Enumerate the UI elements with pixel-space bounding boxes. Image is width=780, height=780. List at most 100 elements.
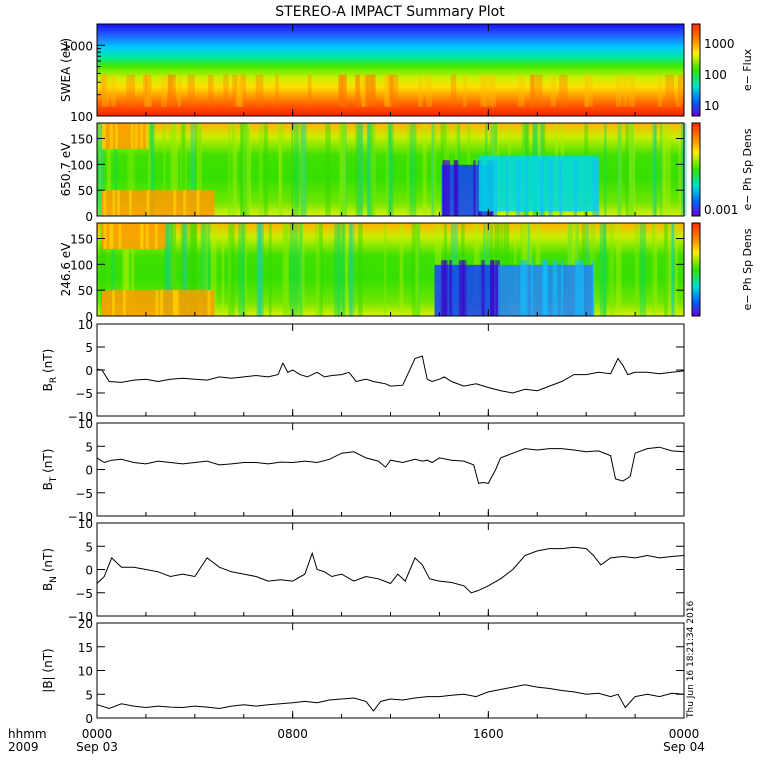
spectrogram-texture	[235, 74, 244, 107]
pad-stripe	[671, 223, 675, 316]
pad-hot-stripe	[109, 223, 113, 249]
spectrogram-texture	[338, 74, 347, 107]
y-tick-label: 0	[85, 464, 93, 478]
pad-stripe	[182, 223, 185, 316]
y-tick-label: 15	[78, 641, 93, 655]
pad-stripe	[164, 223, 170, 316]
pad-stripe	[163, 123, 166, 216]
spectrogram-texture	[126, 74, 136, 107]
spectrogram-texture	[383, 74, 388, 107]
pad-stripe	[639, 223, 646, 316]
pad-stripe	[388, 123, 394, 216]
chart-title: STEREO-A IMPACT Summary Plot	[275, 4, 505, 20]
spectrogram-texture	[240, 74, 246, 107]
spectrogram-texture	[255, 74, 264, 107]
pad-stripe	[146, 123, 152, 216]
y-tick-label: 10	[78, 517, 93, 531]
pad-stripe	[180, 223, 184, 316]
pad-stripe	[257, 223, 262, 316]
pad-stripe	[124, 223, 129, 316]
pad-stripe	[283, 223, 289, 316]
panel-frame	[96, 522, 685, 617]
pad-stripe	[149, 123, 152, 216]
pad-dropout-stripe	[490, 260, 495, 316]
spectrogram-texture	[145, 74, 150, 107]
y-axis-label: BR (nT)	[41, 349, 59, 392]
pad-stripe	[291, 123, 294, 216]
pad-stripe	[97, 123, 102, 216]
panel-4: −10 −5 0 5 10 BR (nT)	[41, 318, 685, 424]
pad-stripe	[617, 123, 622, 216]
pad-stripe	[664, 123, 671, 216]
pad-stripe	[293, 123, 299, 216]
field-trace	[96, 355, 685, 394]
pad-dropout-stripe	[594, 160, 600, 216]
y-axis-label-unit: (nT)	[41, 548, 55, 576]
pad-stripe	[651, 223, 656, 316]
y-tick-label: 10	[78, 417, 93, 431]
colorbar-tick-label: 100	[704, 68, 727, 82]
pad-hot-stripe	[196, 190, 200, 216]
pad-stripe	[122, 223, 130, 316]
pad-hot-stripe	[183, 190, 187, 216]
pad-stripe	[319, 223, 323, 316]
pad-stripe	[388, 123, 392, 216]
pad-stripe	[205, 223, 208, 316]
pad-stripe	[258, 223, 264, 316]
pad-stripe	[661, 123, 666, 216]
pad-stripe	[184, 223, 188, 316]
pad-stripe	[654, 223, 658, 316]
pad-stripe	[99, 123, 102, 216]
pad-hot-stripe	[114, 123, 118, 149]
pad-stripe	[383, 223, 387, 316]
pad-hot-stripe	[130, 123, 134, 149]
panel-frame	[96, 622, 685, 719]
pad-stripe	[100, 223, 106, 316]
pad-stripe	[431, 123, 434, 216]
panel-7: 0 5 10 15 20 |B| (nT)	[41, 617, 685, 726]
pad-dropout-stripe	[446, 160, 451, 216]
swea-spectrogram	[97, 24, 684, 116]
spectrogram-texture	[234, 74, 243, 107]
spectrogram-texture	[535, 74, 543, 107]
colorbar	[692, 24, 700, 116]
spectrogram-texture	[232, 74, 237, 107]
spectrogram-texture	[361, 74, 365, 107]
spectrogram-texture	[167, 74, 174, 107]
x-tick-label-hhmm: 0800	[277, 727, 308, 741]
pad-stripe	[342, 223, 346, 316]
footer-row1-label: hhmm	[8, 727, 47, 741]
pad-dropout-stripe	[592, 260, 595, 316]
pad-stripe	[678, 123, 682, 216]
pad-stripe	[618, 123, 622, 216]
field-trace	[96, 546, 685, 594]
y-tick-label: 5	[85, 440, 93, 454]
spectrogram-texture	[529, 74, 535, 107]
y-axis-label: 246.6 eV	[59, 242, 73, 297]
y-tick-label: −5	[75, 487, 93, 501]
pad-dropout-stripe	[443, 160, 448, 216]
panel-frame	[96, 422, 685, 517]
footer-row2-label: 2009	[8, 740, 39, 754]
pad-stripe	[195, 123, 202, 216]
pad-stripe	[200, 223, 207, 316]
y-tick-label: 0	[85, 564, 93, 578]
pad-stripe	[406, 123, 409, 216]
pad-stripe	[268, 223, 272, 316]
pad-stripe	[599, 223, 606, 316]
pad-stripe	[431, 123, 437, 216]
spectrogram-texture	[361, 74, 368, 107]
pad-hot-stripe	[118, 223, 122, 249]
pad-dropout-stripe	[559, 160, 563, 216]
y-axis-label: |B| (nT)	[41, 648, 55, 692]
spectrogram-texture	[517, 74, 525, 107]
pad-hot-stripe	[155, 290, 159, 316]
y-tick-label: 0	[85, 364, 93, 378]
pad-dropout-stripe	[525, 160, 528, 216]
pad-stripe	[416, 223, 421, 316]
spectrogram-texture	[307, 74, 312, 107]
pad-hot-stripe	[140, 223, 144, 249]
pad-stripe	[315, 223, 321, 316]
spectrogram-texture	[484, 74, 493, 107]
